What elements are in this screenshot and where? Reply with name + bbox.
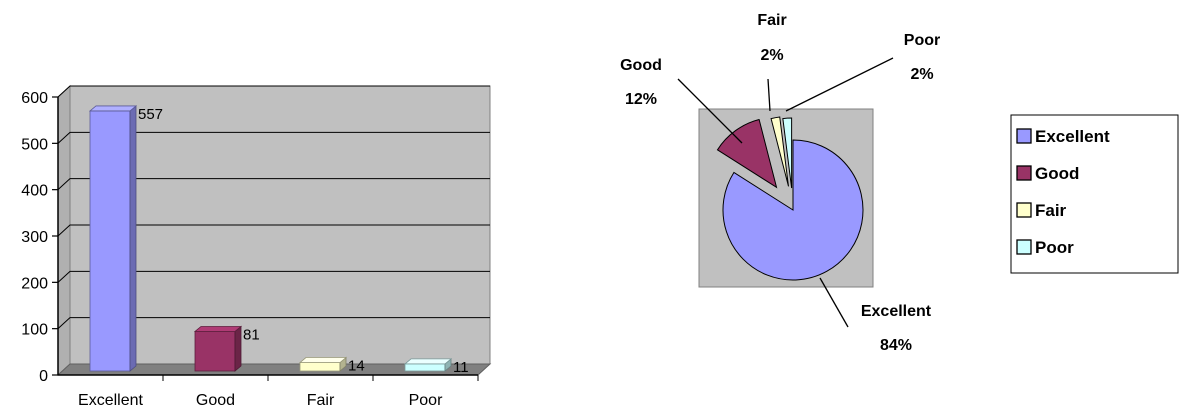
pie-leader-line bbox=[767, 78, 771, 112]
bar-data-label: 11 bbox=[453, 359, 469, 376]
legend-swatch bbox=[1016, 239, 1032, 255]
pie-leader-line bbox=[785, 57, 894, 112]
pie-label-fair: Fair 2% bbox=[757, 12, 786, 64]
y-tick-label: 500 bbox=[21, 136, 48, 153]
legend-entry-poor: Poor bbox=[1016, 238, 1074, 257]
pie-label-pct: 2% bbox=[910, 66, 933, 83]
y-tick-label: 300 bbox=[21, 229, 48, 246]
y-tick-label: 400 bbox=[21, 183, 48, 200]
legend-entry-excellent: Excellent bbox=[1016, 127, 1110, 146]
gridline bbox=[57, 85, 490, 98]
pie-label-name: Poor bbox=[904, 32, 940, 49]
legend-box bbox=[1010, 114, 1179, 274]
pie-slice-fair bbox=[770, 116, 789, 187]
legend-entry-fair: Fair bbox=[1016, 201, 1067, 220]
y-tick-label: 600 bbox=[21, 90, 48, 107]
pie-leader-line bbox=[677, 78, 743, 144]
x-category-label: Excellent bbox=[78, 392, 143, 409]
pie-label-good: Good 12% bbox=[620, 57, 662, 108]
gridline bbox=[57, 317, 490, 330]
legend-label: Fair bbox=[1035, 201, 1067, 220]
bar-poor bbox=[403, 358, 453, 372]
pie-slice-excellent bbox=[722, 139, 864, 281]
legend-label: Poor bbox=[1035, 238, 1074, 257]
gridline bbox=[57, 131, 490, 144]
x-category-label: Poor bbox=[409, 392, 443, 409]
bar-data-label: 557 bbox=[138, 106, 163, 123]
pie-legend: Excellent Good Fair Poor bbox=[1010, 114, 1179, 274]
legend-swatch bbox=[1016, 128, 1032, 144]
bar-chart: 0 100 200 300 400 500 600 557 81 14 11 Excellent G… bbox=[21, 84, 492, 409]
y-tick-label: 200 bbox=[21, 275, 48, 292]
legend-label: Good bbox=[1035, 164, 1079, 183]
bar-good bbox=[193, 325, 243, 372]
gridline bbox=[57, 224, 490, 237]
pie-leader-line bbox=[819, 277, 849, 328]
pie-label-excellent: Excellent 84% bbox=[861, 303, 932, 354]
pie-label-name: Excellent bbox=[861, 303, 932, 320]
legend-swatch bbox=[1016, 202, 1032, 218]
y-tick-label: 100 bbox=[21, 322, 48, 339]
y-tick-label: 0 bbox=[39, 368, 48, 385]
pie-label-pct: 84% bbox=[880, 337, 912, 354]
legend-swatch bbox=[1016, 165, 1032, 181]
legend-label: Excellent bbox=[1035, 127, 1110, 146]
pie-label-poor: Poor 2% bbox=[904, 32, 940, 83]
bar-data-label: 81 bbox=[243, 326, 260, 343]
bar-excellent bbox=[88, 105, 138, 372]
gridline bbox=[57, 270, 490, 283]
pie-label-pct: 2% bbox=[760, 47, 783, 64]
pie-chart: Excellent 84% Good 12% Fair 2% Poor 2% bbox=[620, 12, 940, 354]
pie-label-name: Fair bbox=[757, 12, 786, 29]
bar-chart-gridlines bbox=[57, 85, 490, 330]
legend-entry-good: Good bbox=[1016, 164, 1079, 183]
bar-fair bbox=[298, 356, 348, 372]
gridline bbox=[57, 178, 490, 191]
pie-label-pct: 12% bbox=[625, 91, 657, 108]
bar-data-label: 14 bbox=[348, 358, 365, 375]
x-category-label: Good bbox=[196, 392, 235, 409]
pie-slice-poor bbox=[782, 117, 793, 189]
pie-label-name: Good bbox=[620, 57, 662, 74]
pie-slice-good bbox=[716, 118, 778, 189]
x-category-label: Fair bbox=[307, 392, 335, 409]
